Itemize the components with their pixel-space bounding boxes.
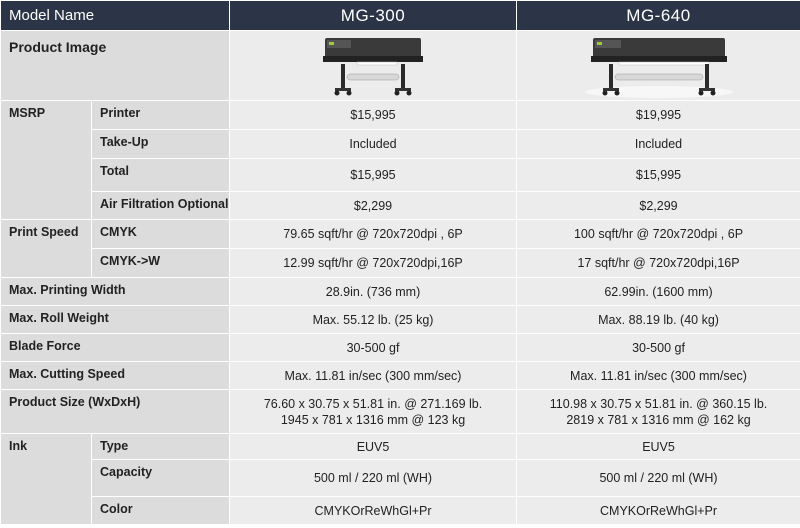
air-filtration-label: Air Filtration Optional [90, 191, 231, 220]
product-size-mg300-metric: 1945 x 781 x 1316 mm @ 123 kg [280, 412, 466, 427]
print-speed-label: Print Speed [0, 219, 92, 278]
blade-force-mg640: 30-500 gf [516, 333, 800, 362]
air-filtration-mg640: $2,299 [516, 191, 800, 220]
product-image-row: Product Image [0, 30, 800, 101]
ink-type-mg300: EUV5 [229, 433, 518, 460]
product-size-mg640: 110.98 x 30.75 x 51.81 in. @ 360.15 lb. … [516, 389, 800, 434]
printer-price-mg640: $19,995 [516, 100, 800, 130]
product-size-mg640-metric: 2819 x 781 x 1316 mm @ 162 kg [566, 412, 751, 427]
table-row: Air Filtration Optional $2,299 $2,299 [1, 191, 800, 220]
model-mg300-header: MG-300 [229, 0, 518, 31]
max-width-label: Max. Printing Width [0, 277, 231, 306]
table-row: Max. Roll Weight Max. 55.12 lb. (25 kg) … [0, 305, 800, 334]
msrp-label: MSRP [0, 100, 92, 220]
cutting-speed-mg300: Max. 11.81 in/sec (300 mm/sec) [229, 361, 518, 390]
table-row: Product Size (WxDxH) 76.60 x 30.75 x 51.… [0, 389, 800, 434]
ink-type-label: Type [90, 433, 231, 460]
table-row: Capacity 500 ml / 220 ml (WH) 500 ml / 2… [1, 459, 800, 497]
ink-type-mg640: EUV5 [516, 433, 800, 460]
blade-force-mg300: 30-500 gf [229, 333, 518, 362]
table-row: CMYK->W 12.99 sqft/hr @ 720x720dpi,16P 1… [1, 248, 800, 278]
ink-label: Ink [0, 433, 92, 525]
header-row: Model Name MG-300 MG-640 [0, 0, 800, 31]
product-image-mg300 [229, 30, 518, 101]
max-width-mg640: 62.99in. (1600 mm) [516, 277, 800, 306]
takeup-label: Take-Up [90, 129, 231, 159]
table-row: Color CMYKOrReWhGl+Pr CMYKOrReWhGl+Pr [1, 496, 800, 525]
product-size-mg640-imperial: 110.98 x 30.75 x 51.81 in. @ 360.15 lb. [549, 396, 768, 411]
cmyk-label: CMYK [90, 219, 231, 249]
takeup-mg300: Included [229, 129, 518, 159]
roll-weight-mg640: Max. 88.19 lb. (40 kg) [516, 305, 800, 334]
model-name-header: Model Name [0, 0, 231, 31]
max-width-mg300: 28.9in. (736 mm) [229, 277, 518, 306]
ink-color-mg300: CMYKOrReWhGl+Pr [229, 496, 518, 525]
total-label: Total [90, 158, 231, 192]
air-filtration-mg300: $2,299 [229, 191, 518, 220]
blade-force-label: Blade Force [0, 333, 231, 362]
total-mg300: $15,995 [229, 158, 518, 192]
table-row: Blade Force 30-500 gf 30-500 gf [0, 333, 800, 362]
cmykw-speed-mg640: 17 sqft/hr @ 720x720dpi,16P [516, 248, 800, 278]
printer-price-mg300: $15,995 [229, 100, 518, 130]
ink-capacity-label: Capacity [90, 459, 231, 497]
table-row: Print Speed CMYK 79.65 sqft/hr @ 720x720… [0, 219, 800, 278]
product-size-mg300-imperial: 76.60 x 30.75 x 51.81 in. @ 271.169 lb. [263, 396, 483, 411]
total-mg640: $15,995 [516, 158, 800, 192]
printer-label: Printer [90, 100, 231, 130]
cutting-speed-label: Max. Cutting Speed [0, 361, 231, 390]
roll-weight-mg300: Max. 55.12 lb. (25 kg) [229, 305, 518, 334]
table-row: Max. Printing Width 28.9in. (736 mm) 62.… [0, 277, 800, 306]
printer-mg300-image [323, 37, 424, 95]
product-size-mg300: 76.60 x 30.75 x 51.81 in. @ 271.169 lb. … [229, 389, 518, 434]
cmyk-speed-mg640: 100 sqft/hr @ 720x720dpi , 6P [516, 219, 800, 249]
table-row: Total $15,995 $15,995 [1, 158, 800, 192]
ink-color-mg640: CMYKOrReWhGl+Pr [516, 496, 800, 525]
cmykw-speed-mg300: 12.99 sqft/hr @ 720x720dpi,16P [229, 248, 518, 278]
table-row: MSRP Printer $15,995 $19,995 [0, 100, 800, 220]
table-row: Take-Up Included Included [1, 129, 800, 159]
takeup-mg640: Included [516, 129, 800, 159]
printer-mg640-image [584, 37, 733, 98]
ink-capacity-mg640: 500 ml / 220 ml (WH) [516, 459, 800, 497]
model-mg640-header: MG-640 [516, 0, 800, 31]
table-row: Max. Cutting Speed Max. 11.81 in/sec (30… [0, 361, 800, 390]
roll-weight-label: Max. Roll Weight [0, 305, 231, 334]
cutting-speed-mg640: Max. 11.81 in/sec (300 mm/sec) [516, 361, 800, 390]
cmyk-speed-mg300: 79.65 sqft/hr @ 720x720dpi , 6P [229, 219, 518, 249]
cmykw-label: CMYK->W [90, 248, 231, 278]
ink-color-label: Color [90, 496, 231, 525]
table-row: Ink Type EUV5 EUV5 [0, 433, 800, 525]
product-size-label: Product Size (WxDxH) [0, 389, 231, 434]
product-image-label: Product Image [0, 30, 231, 101]
product-image-mg640 [516, 30, 800, 101]
ink-capacity-mg300: 500 ml / 220 ml (WH) [229, 459, 518, 497]
